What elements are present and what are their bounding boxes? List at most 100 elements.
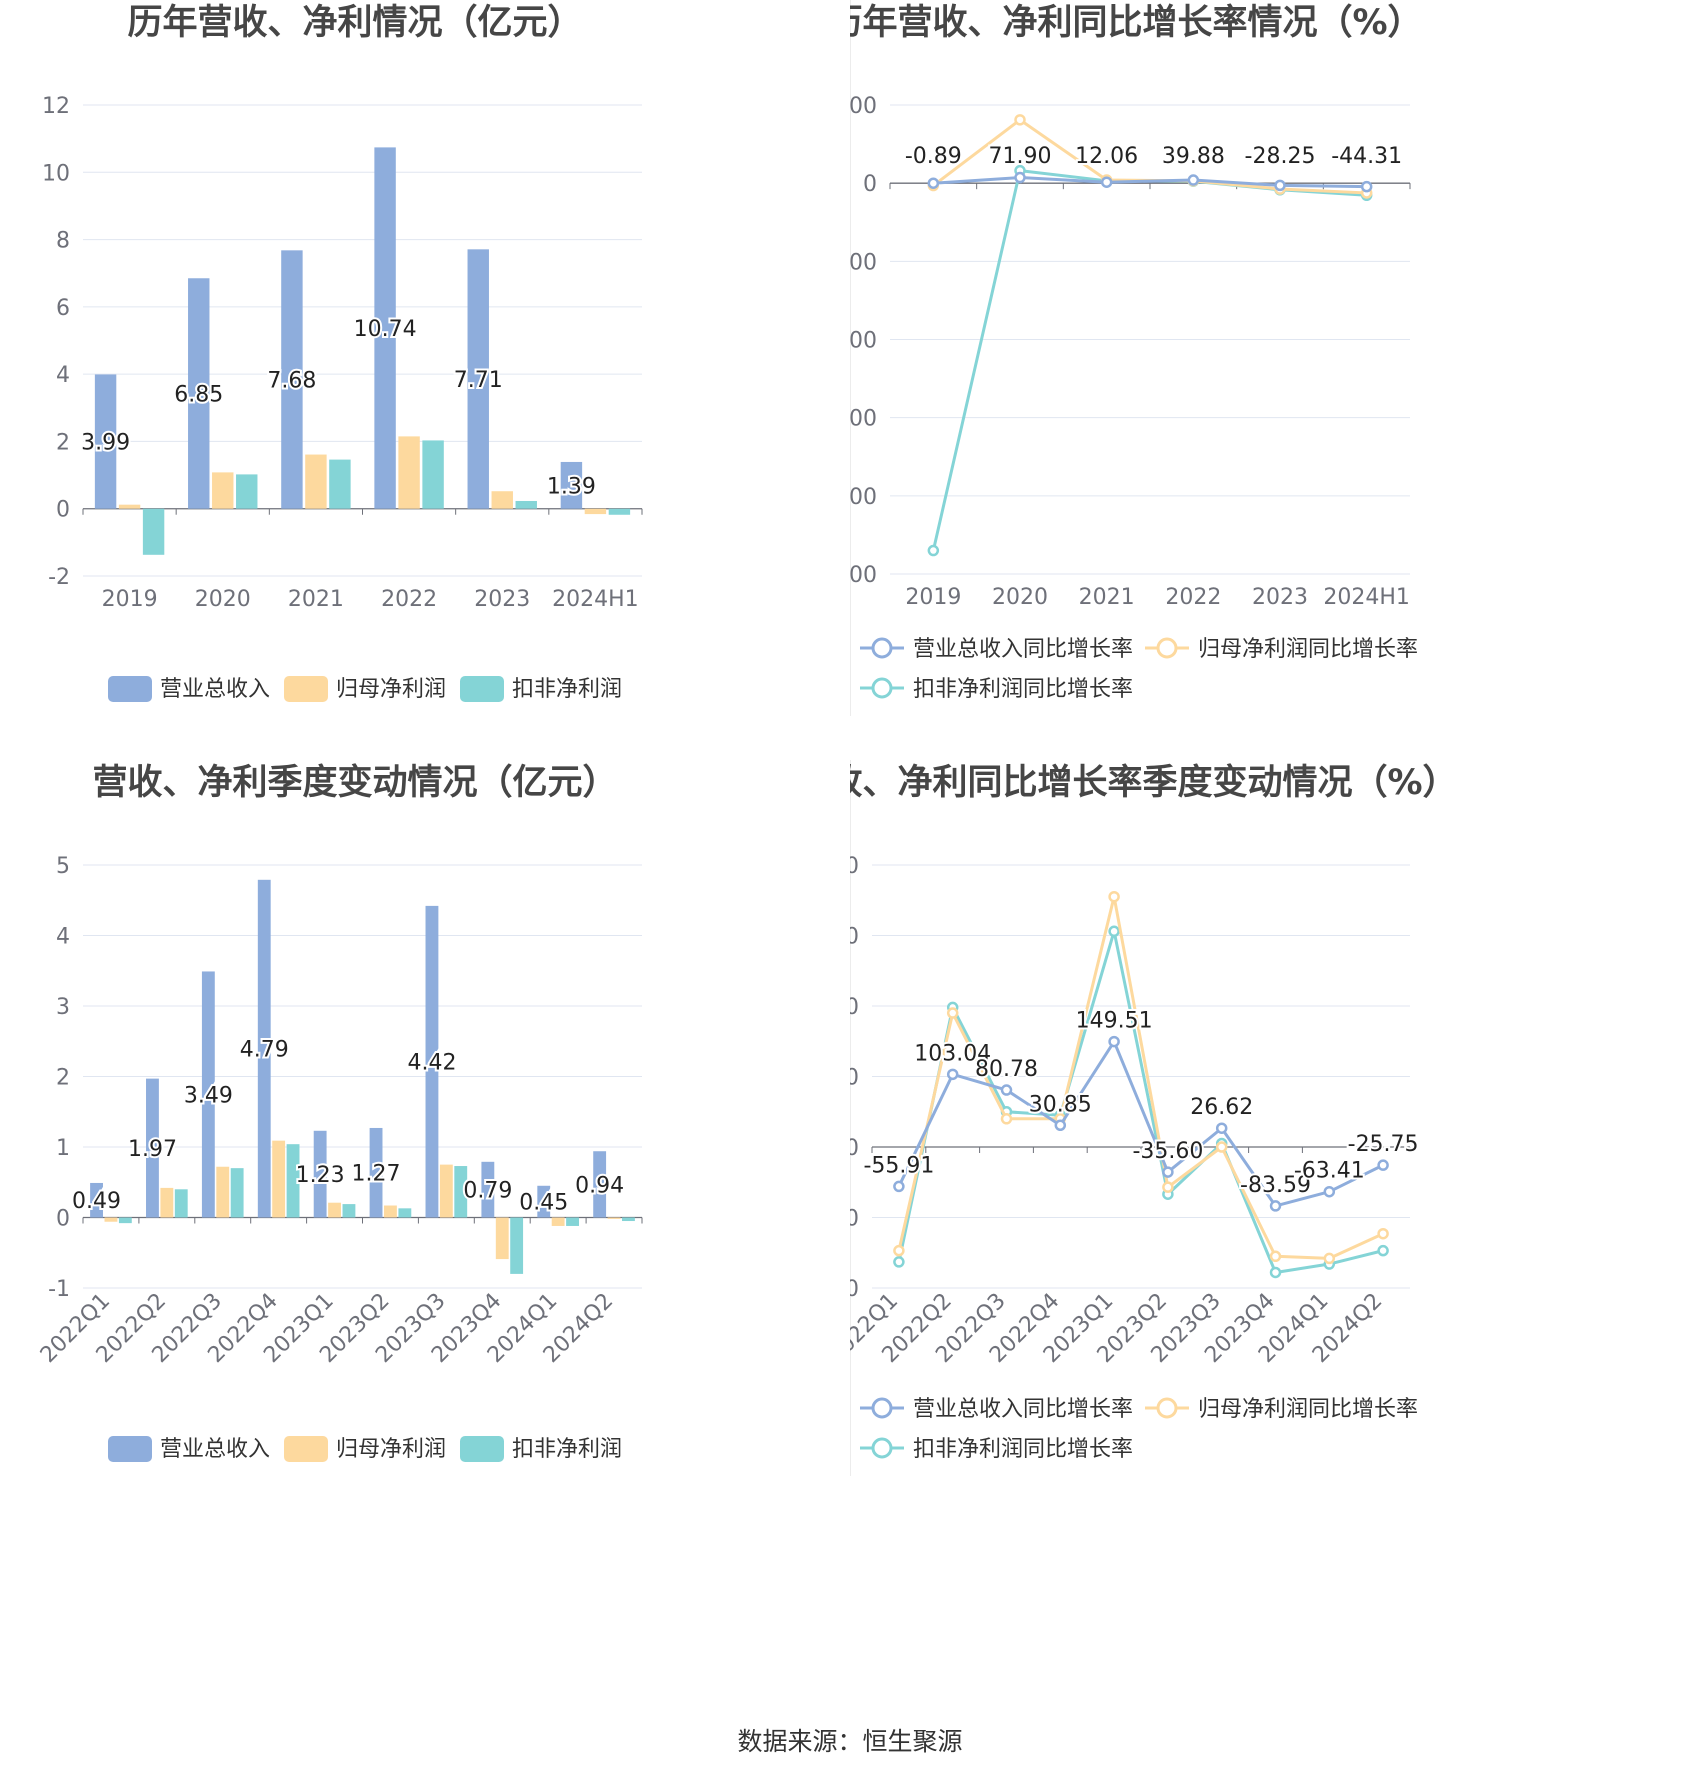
y-tick-label: 10 (42, 161, 70, 186)
line-point (1100, 176, 1113, 188)
line-point (927, 544, 940, 557)
x-tick-label: 2021 (288, 587, 344, 612)
line-point (1215, 1141, 1228, 1153)
bar-net-profit (118, 504, 141, 509)
line-series-revenue-growth (933, 176, 1367, 189)
line-point (1000, 1084, 1013, 1096)
data-label: 4.79 (240, 1038, 289, 1063)
y-tick-label: 100 (850, 1066, 859, 1091)
x-tick-label: 2020 (195, 587, 251, 612)
data-label: -35.60 (1132, 1139, 1203, 1164)
y-tick-label: 2 (56, 430, 70, 455)
data-label: 1.27 (352, 1162, 401, 1187)
bar-deducted-profit (342, 1204, 356, 1218)
chart-title: 营收、净利同比增长率季度变动情况（%） (850, 763, 1458, 803)
panel-divider-top (850, 0, 851, 716)
line-point (1377, 1227, 1389, 1240)
bar-revenue (257, 879, 271, 1218)
legend-marker (871, 637, 893, 659)
line-point (1054, 1119, 1067, 1132)
data-label: 0.49 (72, 1189, 121, 1214)
bar-deducted-profit (174, 1189, 188, 1218)
y-tick-label: -2 (48, 565, 70, 590)
x-tick-label: 2024H1 (552, 587, 639, 612)
bar-deducted-profit (566, 1217, 579, 1226)
y-tick-label: 3 (56, 995, 70, 1020)
legend-swatch (284, 676, 328, 702)
x-tick-label: 2020 (992, 585, 1048, 610)
y-tick-label: 6 (56, 296, 70, 321)
data-label: -44.31 (1331, 144, 1402, 169)
bar-revenue (313, 1130, 327, 1218)
legend-label: 扣非净利润 (512, 1437, 622, 1462)
legend-marker (1156, 637, 1178, 659)
line-series-deducted-profit-growth (897, 929, 1384, 1274)
y-tick-label: 0 (56, 1207, 70, 1232)
bar-revenue (201, 971, 215, 1218)
line-point (1269, 1200, 1282, 1212)
bar-revenue (481, 1161, 495, 1218)
legend-marker (871, 677, 893, 699)
data-label: 7.71 (454, 368, 503, 393)
chart-title: 历年营收、净利同比增长率情况（%） (850, 3, 1423, 43)
x-tick-label: 2022 (381, 587, 437, 612)
bar-net-profit (495, 1217, 509, 1260)
bar-net-profit (104, 1217, 118, 1222)
y-tick-label: -5,000 (850, 563, 877, 588)
bar-net-profit (439, 1164, 453, 1218)
x-tick-label: 2019 (102, 587, 158, 612)
bar-net-profit (551, 1217, 565, 1226)
line-point (1108, 925, 1120, 938)
bar-revenue (369, 1127, 383, 1218)
line-point (946, 1007, 959, 1019)
bar-net-profit (607, 1217, 621, 1219)
bar-net-profit (212, 472, 234, 509)
bar-deducted-profit (230, 1168, 244, 1218)
bar-revenue (94, 374, 117, 509)
y-tick-label: -2,000 (850, 329, 877, 354)
line-point (893, 1244, 905, 1257)
bar-deducted-profit (118, 1217, 132, 1224)
line-point (946, 1068, 959, 1081)
legend-swatch (460, 676, 504, 702)
x-tick-label: 2021 (1079, 585, 1135, 610)
data-label: 0.94 (575, 1173, 624, 1198)
y-tick-label: -1,000 (850, 250, 877, 275)
legend-label: 营业总收入 (160, 677, 270, 702)
data-label: -0.89 (905, 144, 962, 169)
data-label: -63.41 (1294, 1159, 1365, 1184)
legend-swatch (108, 1436, 152, 1462)
line-point (1014, 171, 1026, 184)
data-source-note: 数据来源：恒生聚源 (737, 1727, 963, 1756)
legend-swatch (284, 1436, 328, 1462)
bar-net-profit (398, 436, 420, 509)
line-point (1014, 114, 1026, 126)
line-point (1187, 174, 1200, 186)
data-label: 4.42 (407, 1051, 456, 1076)
bar-deducted-profit (515, 500, 537, 509)
data-label: 3.99 (81, 431, 130, 456)
legend-label: 营业总收入 (160, 1437, 270, 1462)
y-tick-label: -100 (850, 1207, 859, 1232)
y-tick-label: 2 (56, 1066, 70, 1091)
y-tick-label: 4 (56, 925, 70, 950)
bar-deducted-profit (454, 1166, 468, 1218)
data-label: 71.90 (989, 144, 1052, 169)
bar-revenue (560, 461, 583, 509)
legend-label: 营业总收入同比增长率 (913, 637, 1133, 662)
y-tick-label: -3,000 (850, 407, 877, 432)
data-label: 80.78 (975, 1057, 1038, 1082)
data-label: 39.88 (1162, 144, 1225, 169)
chart-title: 营收、净利季度变动情况（亿元） (92, 763, 617, 803)
line-point (893, 1180, 905, 1193)
data-label: -25.75 (1348, 1132, 1419, 1157)
line-point (1162, 1181, 1174, 1193)
legend-label: 归母净利润 (336, 677, 446, 702)
legend-marker (1156, 1397, 1178, 1419)
y-tick-label: -1 (48, 1277, 70, 1302)
data-label: 3.49 (184, 1083, 233, 1108)
y-tick-label: 5 (56, 854, 70, 879)
line-point (1360, 180, 1373, 193)
data-label: 0.79 (463, 1179, 512, 1204)
bar-deducted-profit (329, 459, 351, 509)
